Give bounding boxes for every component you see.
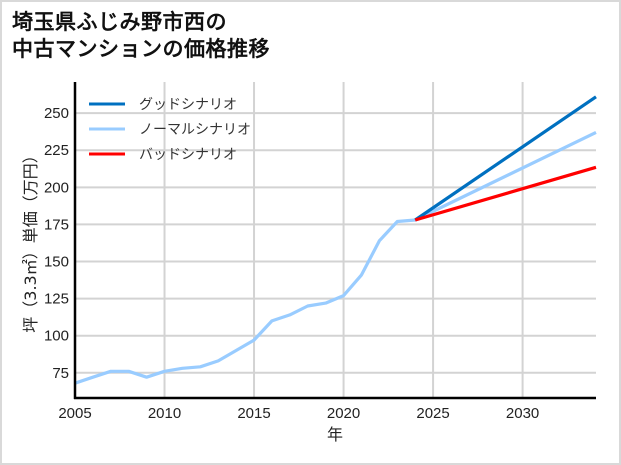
y-tick-label: 200 (44, 179, 69, 196)
y-tick-label: 250 (44, 105, 69, 122)
y-tick-label: 100 (44, 328, 69, 345)
x-tick-label: 2005 (58, 405, 91, 422)
chart-title-line2: 中古マンションの価格推移 (12, 37, 270, 61)
x-tick-label: 2015 (237, 405, 270, 422)
tick-labels: 75 100 125 150 175 200 225 250 2005 2010 2015 2020 2… (44, 105, 539, 422)
legend-label: バッドシナリオ (139, 147, 237, 163)
legend-label: ノーマルシナリオ (139, 122, 251, 138)
series-line (74, 130, 597, 385)
y-tick-label: 125 (44, 291, 69, 308)
series-line (414, 95, 597, 222)
y-tick-label: 150 (44, 254, 69, 271)
legend-label: グッドシナリオ (139, 97, 237, 113)
chart-title-line1: 埼玉県ふじみ野市西の (12, 10, 227, 34)
x-tick-label: 2025 (416, 405, 449, 422)
axes (73, 82, 596, 400)
y-tick-label: 175 (44, 216, 69, 233)
y-tick-label: 75 (52, 365, 69, 382)
y-axis-label: 坪（3.3㎡）単価（万円） (21, 147, 40, 332)
x-tick-label: 2030 (506, 405, 539, 422)
x-axis-label: 年 (327, 425, 343, 444)
chart-title: 埼玉県ふじみ野市西の 中古マンションの価格推移 (12, 9, 270, 63)
series-line (414, 165, 597, 222)
x-tick-label: 2020 (327, 405, 360, 422)
x-tick-label: 2010 (148, 405, 181, 422)
y-tick-label: 225 (44, 142, 69, 159)
data-series (74, 95, 597, 385)
